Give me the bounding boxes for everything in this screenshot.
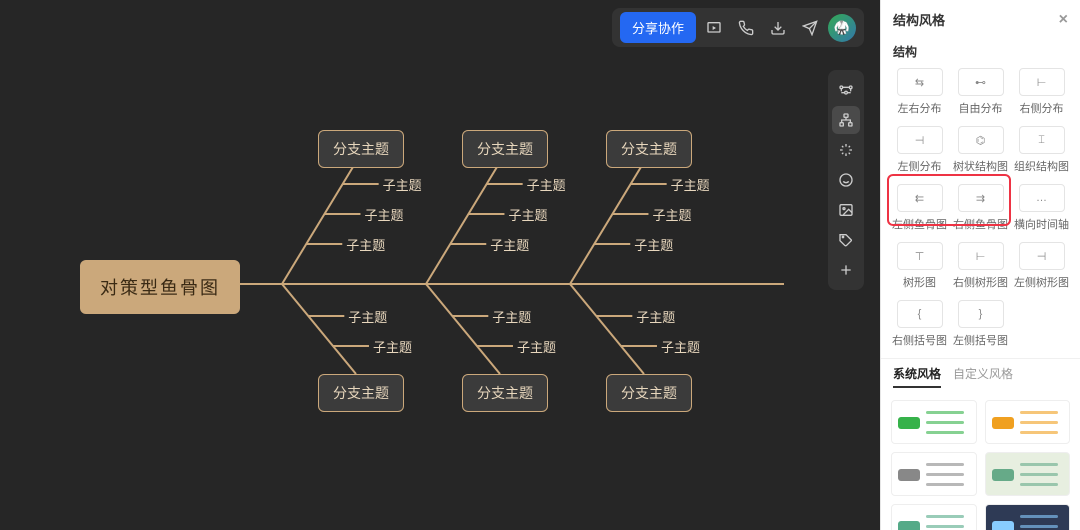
- tab-system-style[interactable]: 系统风格: [893, 365, 941, 388]
- struct-option-icon: ⌶: [1019, 126, 1065, 154]
- tab-custom-style[interactable]: 自定义风格: [953, 365, 1013, 388]
- struct-option-icon: {: [897, 300, 943, 328]
- branch-node[interactable]: 分支主题: [318, 374, 404, 412]
- structure-icon[interactable]: [832, 106, 860, 134]
- theme-option[interactable]: [891, 400, 977, 444]
- send-icon[interactable]: [796, 14, 824, 42]
- panel-title: 结构风格: [893, 10, 945, 29]
- leaf-node[interactable]: 子主题: [490, 235, 529, 254]
- branch-node[interactable]: 分支主题: [462, 130, 548, 168]
- struct-option-label: 左右分布: [898, 100, 942, 116]
- leaf-node[interactable]: 子主题: [517, 337, 556, 356]
- panel-subtitle-struct: 结构: [881, 39, 1080, 66]
- struct-option-icon: ⊤: [897, 242, 943, 270]
- struct-option[interactable]: ⊷ 自由分布: [950, 66, 1011, 118]
- close-icon[interactable]: ×: [1059, 11, 1068, 29]
- struct-option-label: 左侧鱼骨图: [892, 216, 947, 232]
- struct-option-icon: ⇇: [897, 184, 943, 212]
- struct-option-label: 右侧树形图: [953, 274, 1008, 290]
- struct-option-icon: ⊷: [958, 68, 1004, 96]
- struct-option[interactable]: ⊤ 树形图: [889, 240, 950, 292]
- mindmap-canvas[interactable]: 对策型鱼骨图分支主题子主题子主题子主题分支主题子主题子主题子主题分支主题子主题子…: [0, 0, 880, 530]
- struct-option-label: 自由分布: [959, 100, 1003, 116]
- branch-node[interactable]: 分支主题: [606, 130, 692, 168]
- presentation-icon[interactable]: [700, 14, 728, 42]
- struct-option[interactable]: ⇉ 右侧鱼骨图: [950, 182, 1011, 234]
- avatar[interactable]: 🥋: [828, 14, 856, 42]
- struct-option-icon: }: [958, 300, 1004, 328]
- struct-option-label: 右侧分布: [1020, 100, 1064, 116]
- image-icon[interactable]: [832, 196, 860, 224]
- struct-option-icon: ⊢: [958, 242, 1004, 270]
- leaf-node[interactable]: 子主题: [373, 337, 412, 356]
- struct-option-icon: ⌬: [958, 126, 1004, 154]
- struct-option-icon: ⊢: [1019, 68, 1065, 96]
- phone-icon[interactable]: [732, 14, 760, 42]
- struct-option-label: 左侧括号图: [953, 332, 1008, 348]
- struct-option[interactable]: ⊢ 右侧分布: [1011, 66, 1072, 118]
- branch-node[interactable]: 分支主题: [606, 374, 692, 412]
- struct-option-icon: ⇉: [958, 184, 1004, 212]
- theme-option[interactable]: [891, 452, 977, 496]
- root-node[interactable]: 对策型鱼骨图: [80, 260, 240, 314]
- leaf-node[interactable]: 子主题: [346, 235, 385, 254]
- sparkle-icon[interactable]: [832, 136, 860, 164]
- struct-option-icon: ⇆: [897, 68, 943, 96]
- struct-option-icon: ⊣: [897, 126, 943, 154]
- theme-option[interactable]: [985, 504, 1071, 530]
- leaf-node[interactable]: 子主题: [671, 175, 710, 194]
- theme-grid: [881, 392, 1080, 530]
- struct-option-label: 左侧分布: [898, 158, 942, 174]
- struct-option-label: 组织结构图: [1014, 158, 1069, 174]
- branch-node[interactable]: 分支主题: [318, 130, 404, 168]
- leaf-node[interactable]: 子主题: [634, 235, 673, 254]
- struct-option-icon: ⊣: [1019, 242, 1065, 270]
- struct-option-label: 右侧括号图: [892, 332, 947, 348]
- structure-panel: 结构风格 × 结构 ⇆ 左右分布 ⊷ 自由分布 ⊢ 右侧分布 ⊣ 左侧分布 ⌬ 树状结构图 ⌶ 组织结…: [880, 0, 1080, 530]
- struct-option[interactable]: ⊣ 左侧树形图: [1011, 240, 1072, 292]
- leaf-node[interactable]: 子主题: [527, 175, 566, 194]
- leaf-node[interactable]: 子主题: [383, 175, 422, 194]
- struct-option[interactable]: ⌬ 树状结构图: [950, 124, 1011, 176]
- struct-option-label: 树形图: [903, 274, 936, 290]
- struct-option-label: 右侧鱼骨图: [953, 216, 1008, 232]
- struct-option[interactable]: ⌶ 组织结构图: [1011, 124, 1072, 176]
- side-toolbar: [828, 70, 864, 290]
- leaf-node[interactable]: 子主题: [348, 307, 387, 326]
- share-button[interactable]: 分享协作: [620, 12, 696, 43]
- struct-option-label: 横向时间轴: [1014, 216, 1069, 232]
- settings-icon[interactable]: [832, 76, 860, 104]
- leaf-node[interactable]: 子主题: [364, 205, 403, 224]
- style-tabs: 系统风格 自定义风格: [881, 358, 1080, 392]
- branch-node[interactable]: 分支主题: [462, 374, 548, 412]
- leaf-node[interactable]: 子主题: [492, 307, 531, 326]
- struct-option[interactable]: ⇆ 左右分布: [889, 66, 950, 118]
- download-icon[interactable]: [764, 14, 792, 42]
- leaf-node[interactable]: 子主题: [508, 205, 547, 224]
- struct-option[interactable]: ⊣ 左侧分布: [889, 124, 950, 176]
- theme-option[interactable]: [891, 504, 977, 530]
- struct-option[interactable]: { 右侧括号图: [889, 298, 950, 350]
- struct-option[interactable]: ⇇ 左侧鱼骨图: [889, 182, 950, 234]
- structure-grid: ⇆ 左右分布 ⊷ 自由分布 ⊢ 右侧分布 ⊣ 左侧分布 ⌬ 树状结构图 ⌶ 组织结构图 ⇇ 左侧鱼骨图 ⇉ 右…: [881, 66, 1080, 358]
- struct-option-label: 树状结构图: [953, 158, 1008, 174]
- struct-option-icon: …: [1019, 184, 1065, 212]
- smile-icon[interactable]: [832, 166, 860, 194]
- top-toolbar: 分享协作 🥋: [612, 8, 864, 47]
- leaf-node[interactable]: 子主题: [652, 205, 691, 224]
- struct-option-label: 左侧树形图: [1014, 274, 1069, 290]
- leaf-node[interactable]: 子主题: [636, 307, 675, 326]
- theme-option[interactable]: [985, 400, 1071, 444]
- leaf-node[interactable]: 子主题: [661, 337, 700, 356]
- plus-icon[interactable]: [832, 256, 860, 284]
- struct-option[interactable]: } 左侧括号图: [950, 298, 1011, 350]
- struct-option[interactable]: … 横向时间轴: [1011, 182, 1072, 234]
- struct-option[interactable]: ⊢ 右侧树形图: [950, 240, 1011, 292]
- theme-option[interactable]: [985, 452, 1071, 496]
- tag-icon[interactable]: [832, 226, 860, 254]
